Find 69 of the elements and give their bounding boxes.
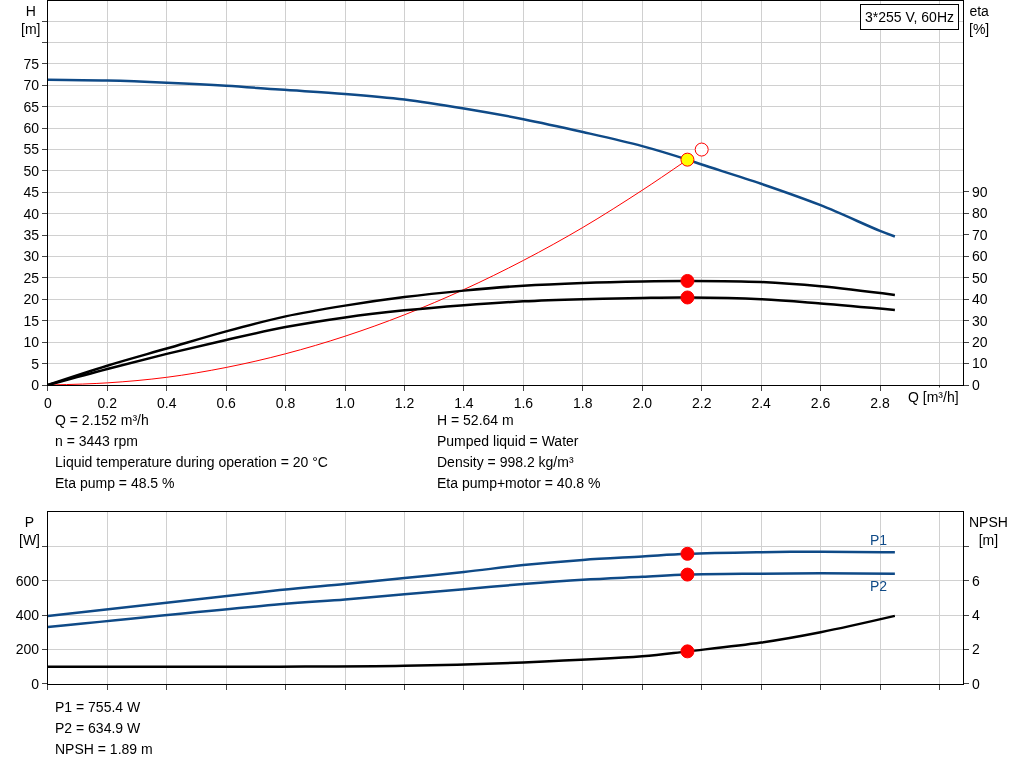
y-tick-label: 10 (23, 334, 40, 351)
y-tick-label: 25 (23, 269, 40, 286)
text: H = 52.64 m (437, 412, 514, 428)
y2-axis-title: eta [%] (969, 3, 990, 38)
text: P1 = 755.4 W (55, 699, 141, 715)
y-tick-label: 200 (15, 641, 40, 658)
y-tick-label: 15 (23, 312, 40, 329)
y2-tick-label: 70 (972, 226, 988, 243)
x-tick-label: 0.8 (275, 394, 296, 411)
y-tick-label: 40 (23, 205, 40, 222)
x-tick-label: 0.2 (97, 394, 118, 411)
y2-tick-label: 0 (972, 376, 981, 393)
text: Pumped liquid = Water (437, 433, 579, 449)
line-series (47, 78, 897, 238)
series-label: P1 (870, 532, 888, 548)
x-tick-label: 0 (43, 394, 52, 411)
y2-tick-label: 20 (972, 334, 988, 351)
x-tick-label: 0.4 (156, 394, 177, 411)
x-tick-label: 2.2 (691, 394, 712, 411)
x-tick-label: 1.6 (513, 394, 534, 411)
text: Liquid temperature during operation = 20 °C (55, 454, 328, 470)
x-tick-label: 2.8 (870, 394, 890, 411)
y-tick-label: 0 (31, 376, 40, 393)
text: Q = 2.152 m³/h (55, 412, 149, 428)
y-tick-label: 50 (23, 162, 40, 179)
y-axis-title: H [m] (21, 3, 41, 38)
y-tick-label: 70 (23, 77, 40, 94)
x-axis-title: Q [m³/h] (908, 389, 959, 405)
x-tick-label: 1.8 (573, 394, 593, 411)
y-tick-label: 55 (23, 141, 40, 158)
x-tick-label: 1.4 (454, 394, 474, 411)
x-tick-label: 2.4 (751, 394, 772, 411)
y-tick-label: 0 (31, 675, 40, 692)
y2-tick-label: 80 (972, 205, 988, 222)
series-label: P2 (870, 578, 888, 594)
x-tick-label: 2.6 (810, 394, 831, 411)
y2-tick-label: 30 (972, 312, 988, 329)
text: NPSH = 1.89 m (55, 741, 153, 757)
y-tick-label: 5 (31, 355, 40, 372)
y2-tick-label: 6 (972, 572, 981, 589)
y2-tick-label: 2 (972, 641, 981, 658)
text: Eta pump+motor = 40.8 % (437, 475, 601, 491)
y2-tick-label: 0 (972, 675, 981, 692)
y-tick-label: 600 (15, 572, 40, 589)
y-tick-label: 75 (23, 55, 40, 72)
x-tick-label: 0.6 (216, 394, 237, 411)
y-tick-label: 30 (23, 248, 40, 265)
y2-tick-label: 4 (972, 606, 981, 623)
y-tick-label: 65 (23, 98, 40, 115)
y2-tick-label: 40 (972, 291, 988, 308)
y-axis-title: P [W] (19, 514, 40, 549)
y-tick-label: 400 (15, 606, 40, 623)
x-tick-label: 1.0 (335, 394, 355, 411)
text: P2 = 634.9 W (55, 720, 141, 736)
text: Density = 998.2 kg/m³ (437, 454, 574, 470)
y-tick-label: 20 (23, 291, 40, 308)
y2-axis-title: NPSH [m] (969, 514, 1008, 549)
y-tick-label: 35 (23, 227, 40, 244)
y2-tick-label: 50 (972, 269, 988, 286)
y2-tick-label: 60 (972, 248, 988, 265)
y2-tick-label: 10 (972, 355, 988, 372)
text: n = 3443 rpm (55, 433, 138, 449)
annotation: 3*255 V, 60Hz (865, 9, 954, 25)
text: Eta pump = 48.5 % (55, 475, 175, 491)
y-tick-label: 60 (23, 120, 40, 137)
y-tick-label: 45 (23, 184, 40, 201)
y2-tick-label: 90 (972, 183, 988, 200)
x-tick-label: 2.0 (632, 394, 653, 411)
x-tick-label: 1.2 (394, 394, 415, 411)
